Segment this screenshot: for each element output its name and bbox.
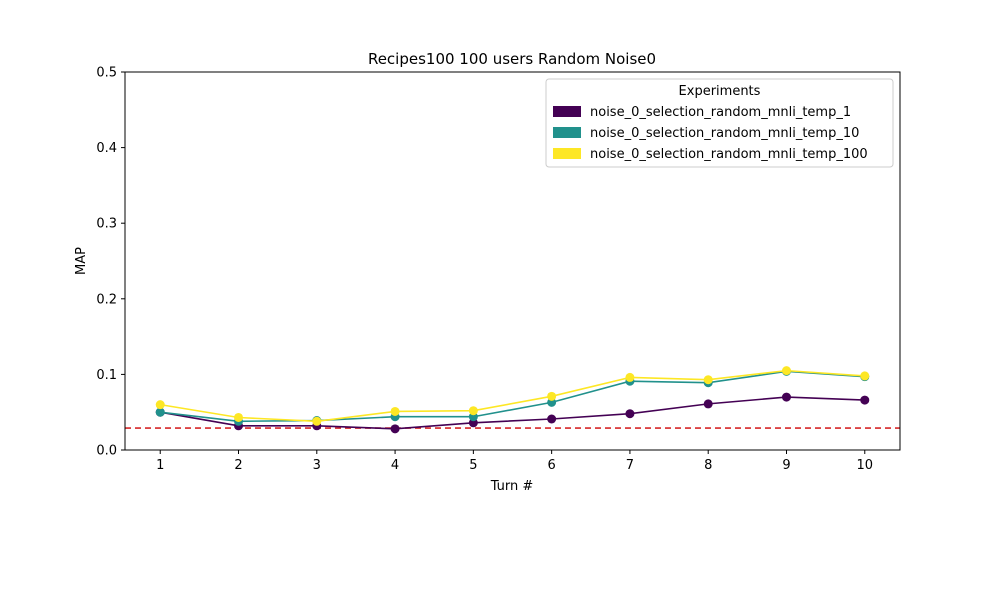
x-tick-label-3: 3 bbox=[313, 458, 321, 473]
legend-swatch-3 bbox=[553, 148, 581, 159]
series-3-point-8 bbox=[703, 375, 713, 385]
axes-frame bbox=[124, 71, 901, 451]
y-tick-label-0.3: 0.3 bbox=[96, 217, 117, 232]
y-tick-label-0.1: 0.1 bbox=[96, 368, 117, 383]
x-tick-label-2: 2 bbox=[234, 458, 242, 473]
series-line-2 bbox=[160, 370, 865, 423]
plot-area bbox=[125, 366, 900, 434]
legend: Experiments noise_0_selection_random_mnli… bbox=[545, 78, 894, 168]
legend-box bbox=[545, 78, 894, 168]
legend-entry-2: noise_0_selection_random_mnli_temp_10 bbox=[590, 126, 859, 141]
chart-title: Recipes100 100 users Random Noise0 bbox=[368, 50, 656, 68]
x-tick-label-10: 10 bbox=[856, 458, 873, 473]
series-1-point-9 bbox=[781, 392, 791, 402]
y-tick-label-0.0: 0.0 bbox=[96, 444, 117, 459]
x-tick-label-6: 6 bbox=[548, 458, 556, 473]
series-line-1 bbox=[160, 396, 865, 430]
legend-swatch-2 bbox=[553, 127, 581, 138]
legend-entry-1: noise_0_selection_random_mnli_temp_1 bbox=[590, 105, 851, 120]
series-3-point-10 bbox=[860, 371, 870, 381]
series-1-point-8 bbox=[703, 399, 713, 409]
y-tick-label-0.5: 0.5 bbox=[96, 66, 117, 81]
x-tick-label-9: 9 bbox=[782, 458, 790, 473]
series-3-point-2 bbox=[234, 412, 244, 422]
x-tick-label-7: 7 bbox=[626, 458, 634, 473]
legend-entry-3: noise_0_selection_random_mnli_temp_100 bbox=[590, 147, 868, 162]
x-axis-label: Turn # bbox=[490, 479, 534, 494]
axes: 1 2 3 4 5 6 7 8 9 10 0.0 0.1 0.2 0.3 0.4 0.5 bbox=[96, 66, 901, 473]
series-1-point-7 bbox=[625, 409, 635, 419]
series-3-point-1 bbox=[155, 400, 165, 410]
y-axis-label: MAP bbox=[74, 247, 89, 275]
series-1-point-6 bbox=[547, 414, 557, 424]
series-2-point-1 bbox=[155, 407, 165, 417]
series-3-point-3 bbox=[312, 416, 322, 426]
series-1-point-10 bbox=[860, 395, 870, 405]
x-tick-label-1: 1 bbox=[156, 458, 164, 473]
x-tick-label-8: 8 bbox=[704, 458, 712, 473]
y-tick-label-0.4: 0.4 bbox=[96, 141, 117, 156]
series-3-point-6 bbox=[547, 391, 557, 401]
x-tick-label-5: 5 bbox=[469, 458, 477, 473]
x-tick-label-4: 4 bbox=[391, 458, 399, 473]
series-1-point-4 bbox=[390, 424, 400, 434]
y-tick-label-0.2: 0.2 bbox=[96, 292, 117, 307]
series-3-point-4 bbox=[390, 406, 400, 416]
series-line-3 bbox=[160, 369, 865, 423]
series-3-point-7 bbox=[625, 372, 635, 382]
series-3-point-5 bbox=[468, 406, 478, 416]
legend-title: Experiments bbox=[679, 84, 761, 99]
legend-swatch-1 bbox=[553, 106, 581, 117]
series-3-point-9 bbox=[781, 366, 791, 376]
